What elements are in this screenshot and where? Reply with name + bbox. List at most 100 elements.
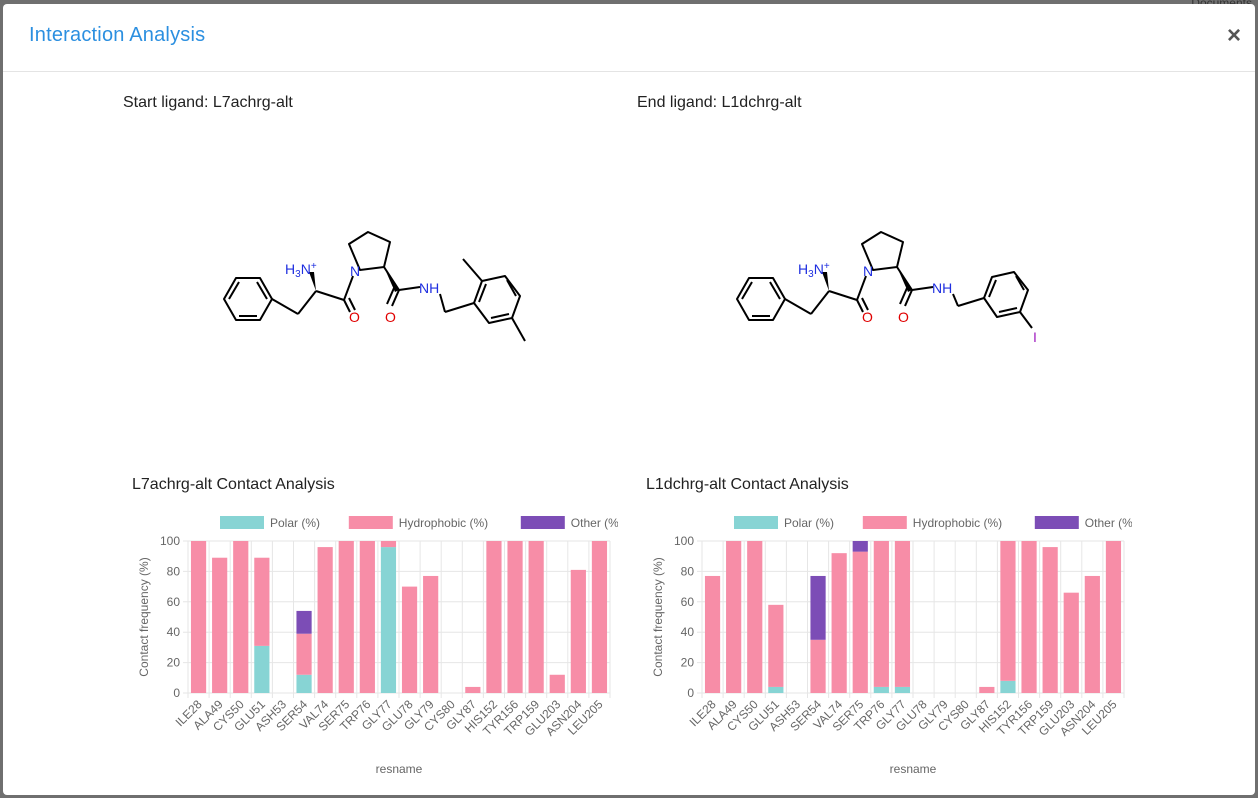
contact-chart-start: Polar (%) Hydrophobic (%) Other (%) 0 20 40 60… [137,516,618,776]
interaction-analysis-modal: Interaction Analysis × Start ligand: L7a… [3,4,1255,795]
bar-segment [704,575,721,693]
legend-label: Other (%) [571,516,618,530]
y-tick-label: 100 [160,534,180,548]
oxygen-label: O [862,309,873,325]
legend-swatch [220,516,264,529]
phenyl-ring [223,277,273,321]
bar-segment [747,541,763,693]
bar-segment [528,541,544,693]
legend-swatch [520,516,565,529]
bar-segment [1084,575,1100,693]
pyrrolidine-ring [861,231,904,271]
bar-segment [465,686,481,693]
legend-swatch [1034,516,1079,529]
oxygen-label: O [898,309,909,325]
bar-segment [423,575,439,693]
nh-label: NH [419,280,439,296]
bar-segment [873,686,889,693]
y-tick-label: 60 [681,595,695,609]
start-ligand-label: Start ligand: L7achrg-alt [123,94,293,111]
y-axis-label: Contact frequency (%) [137,557,151,676]
legend-label: Polar (%) [784,516,834,530]
n-label: N [350,263,360,279]
bar-segment [831,553,847,693]
bar-segment [380,547,397,693]
chart-title-start: L7achrg-alt Contact Analysis [132,476,335,493]
n-label: N [863,263,873,279]
bar-segment [810,575,826,640]
bar-segment [233,541,249,693]
iodophenyl-ring [983,271,1029,318]
pyrrolidine-ring [348,231,391,271]
x-axis-label: resname [890,762,937,776]
bar-segment [570,569,586,693]
y-tick-label: 40 [167,625,181,639]
y-tick-label: 20 [681,656,695,670]
bar-segment [726,541,742,693]
bar-segment [1105,541,1122,693]
bar-segment [359,541,375,693]
y-tick-label: 80 [167,564,181,578]
legend-label: Hydrophobic (%) [913,516,1002,530]
bar-segment [894,686,911,693]
y-tick-label: 60 [167,595,181,609]
y-tick-label: 40 [681,625,695,639]
bar-segment [1000,680,1016,693]
bar-segment [296,633,312,675]
close-icon[interactable]: × [1226,22,1241,49]
phenyl-ring [736,277,786,321]
chart-title-end: L1dchrg-alt Contact Analysis [646,476,849,493]
legend-label: Other (%) [1085,516,1132,530]
bar-segment [1042,547,1058,693]
y-tick-label: 0 [687,686,694,700]
bar-segment [401,586,418,693]
nh3-label: H3N+ [285,261,317,280]
background-documents-label: Documents [1162,0,1258,6]
bar-segment [873,541,889,687]
oxygen-label: O [385,309,396,325]
y-tick-label: 100 [674,534,694,548]
nh3-label: H3N+ [798,261,830,280]
bar-segment [852,551,868,693]
bar-segment [1021,541,1037,693]
end-ligand-structure: H3N+ N O O NH I [736,231,1037,345]
nh-label: NH [932,280,952,296]
bar-segment [768,686,784,693]
bar-segment [317,547,333,693]
bar-segment [894,541,911,687]
y-tick-label: 80 [681,564,695,578]
x-axis-label: resname [376,762,423,776]
bar-segment [190,541,207,693]
legend-label: Hydrophobic (%) [399,516,488,530]
legend-label: Polar (%) [270,516,320,530]
bar-segment [591,541,608,693]
bar-segment [810,639,826,693]
start-ligand-structure: H3N+ N O O NH [223,231,526,342]
bar-segment [380,541,397,548]
bar-segment [979,686,995,693]
modal-title: Interaction Analysis [29,24,206,46]
bar-segment [254,645,270,693]
bar-segment [1000,541,1016,681]
bar-segment [212,557,228,693]
iodine-label: I [1033,329,1037,345]
modal-header: Interaction Analysis × [3,4,1255,72]
legend-swatch [734,516,778,529]
y-tick-label: 20 [167,656,181,670]
bar-segment [507,541,523,693]
oxygen-label: O [349,309,360,325]
y-axis-label: Contact frequency (%) [651,557,665,676]
bar-segment [254,557,270,646]
bar-segment [852,541,868,552]
end-ligand-label: End ligand: L1dchrg-alt [637,94,802,111]
bar-segment [338,541,354,693]
contact-chart-end: Polar (%) Hydrophobic (%) Other (%) 0 20 40 60… [651,516,1132,776]
legend-swatch [862,516,907,529]
bar-segment [486,541,502,693]
bar-segment [1063,592,1079,693]
y-tick-label: 0 [173,686,180,700]
bar-segment [768,604,784,687]
bar-segment [296,674,312,693]
bar-segment [549,674,565,693]
legend-swatch [348,516,393,529]
